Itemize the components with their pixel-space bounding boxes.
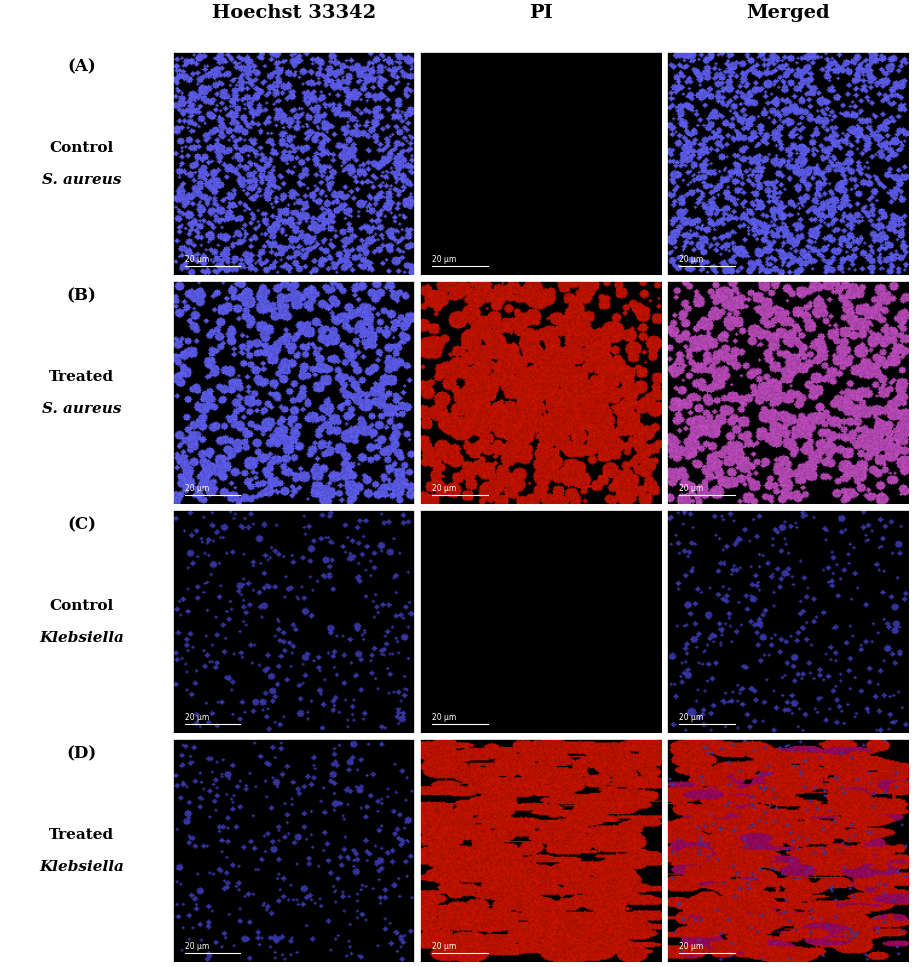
Text: 20 μm: 20 μm: [185, 942, 210, 951]
Text: Klebsiella: Klebsiella: [40, 860, 124, 873]
Text: Treated: Treated: [49, 369, 114, 384]
Text: 20 μm: 20 μm: [679, 484, 704, 493]
Text: Control: Control: [50, 599, 114, 613]
Text: 20 μm: 20 μm: [185, 713, 210, 722]
Text: 20 μm: 20 μm: [432, 255, 457, 264]
Text: Hoechst 33342: Hoechst 33342: [211, 4, 376, 22]
Text: PI: PI: [529, 4, 552, 22]
Text: (D): (D): [66, 746, 96, 762]
Text: 20 μm: 20 μm: [432, 942, 457, 951]
Text: 20 μm: 20 μm: [679, 255, 704, 264]
Text: S. aureus: S. aureus: [42, 173, 121, 187]
Text: (C): (C): [67, 516, 96, 534]
Text: (A): (A): [67, 58, 96, 75]
Text: Klebsiella: Klebsiella: [40, 630, 124, 645]
Text: 20 μm: 20 μm: [185, 484, 210, 493]
Text: 20 μm: 20 μm: [432, 484, 457, 493]
Text: Merged: Merged: [746, 4, 830, 22]
Text: Treated: Treated: [49, 828, 114, 841]
Text: 20 μm: 20 μm: [679, 942, 704, 951]
Text: Control: Control: [50, 141, 114, 155]
Text: 20 μm: 20 μm: [185, 255, 210, 264]
Text: 20 μm: 20 μm: [679, 713, 704, 722]
Text: S. aureus: S. aureus: [42, 401, 121, 416]
Text: 20 μm: 20 μm: [432, 713, 457, 722]
Text: (B): (B): [67, 287, 96, 305]
